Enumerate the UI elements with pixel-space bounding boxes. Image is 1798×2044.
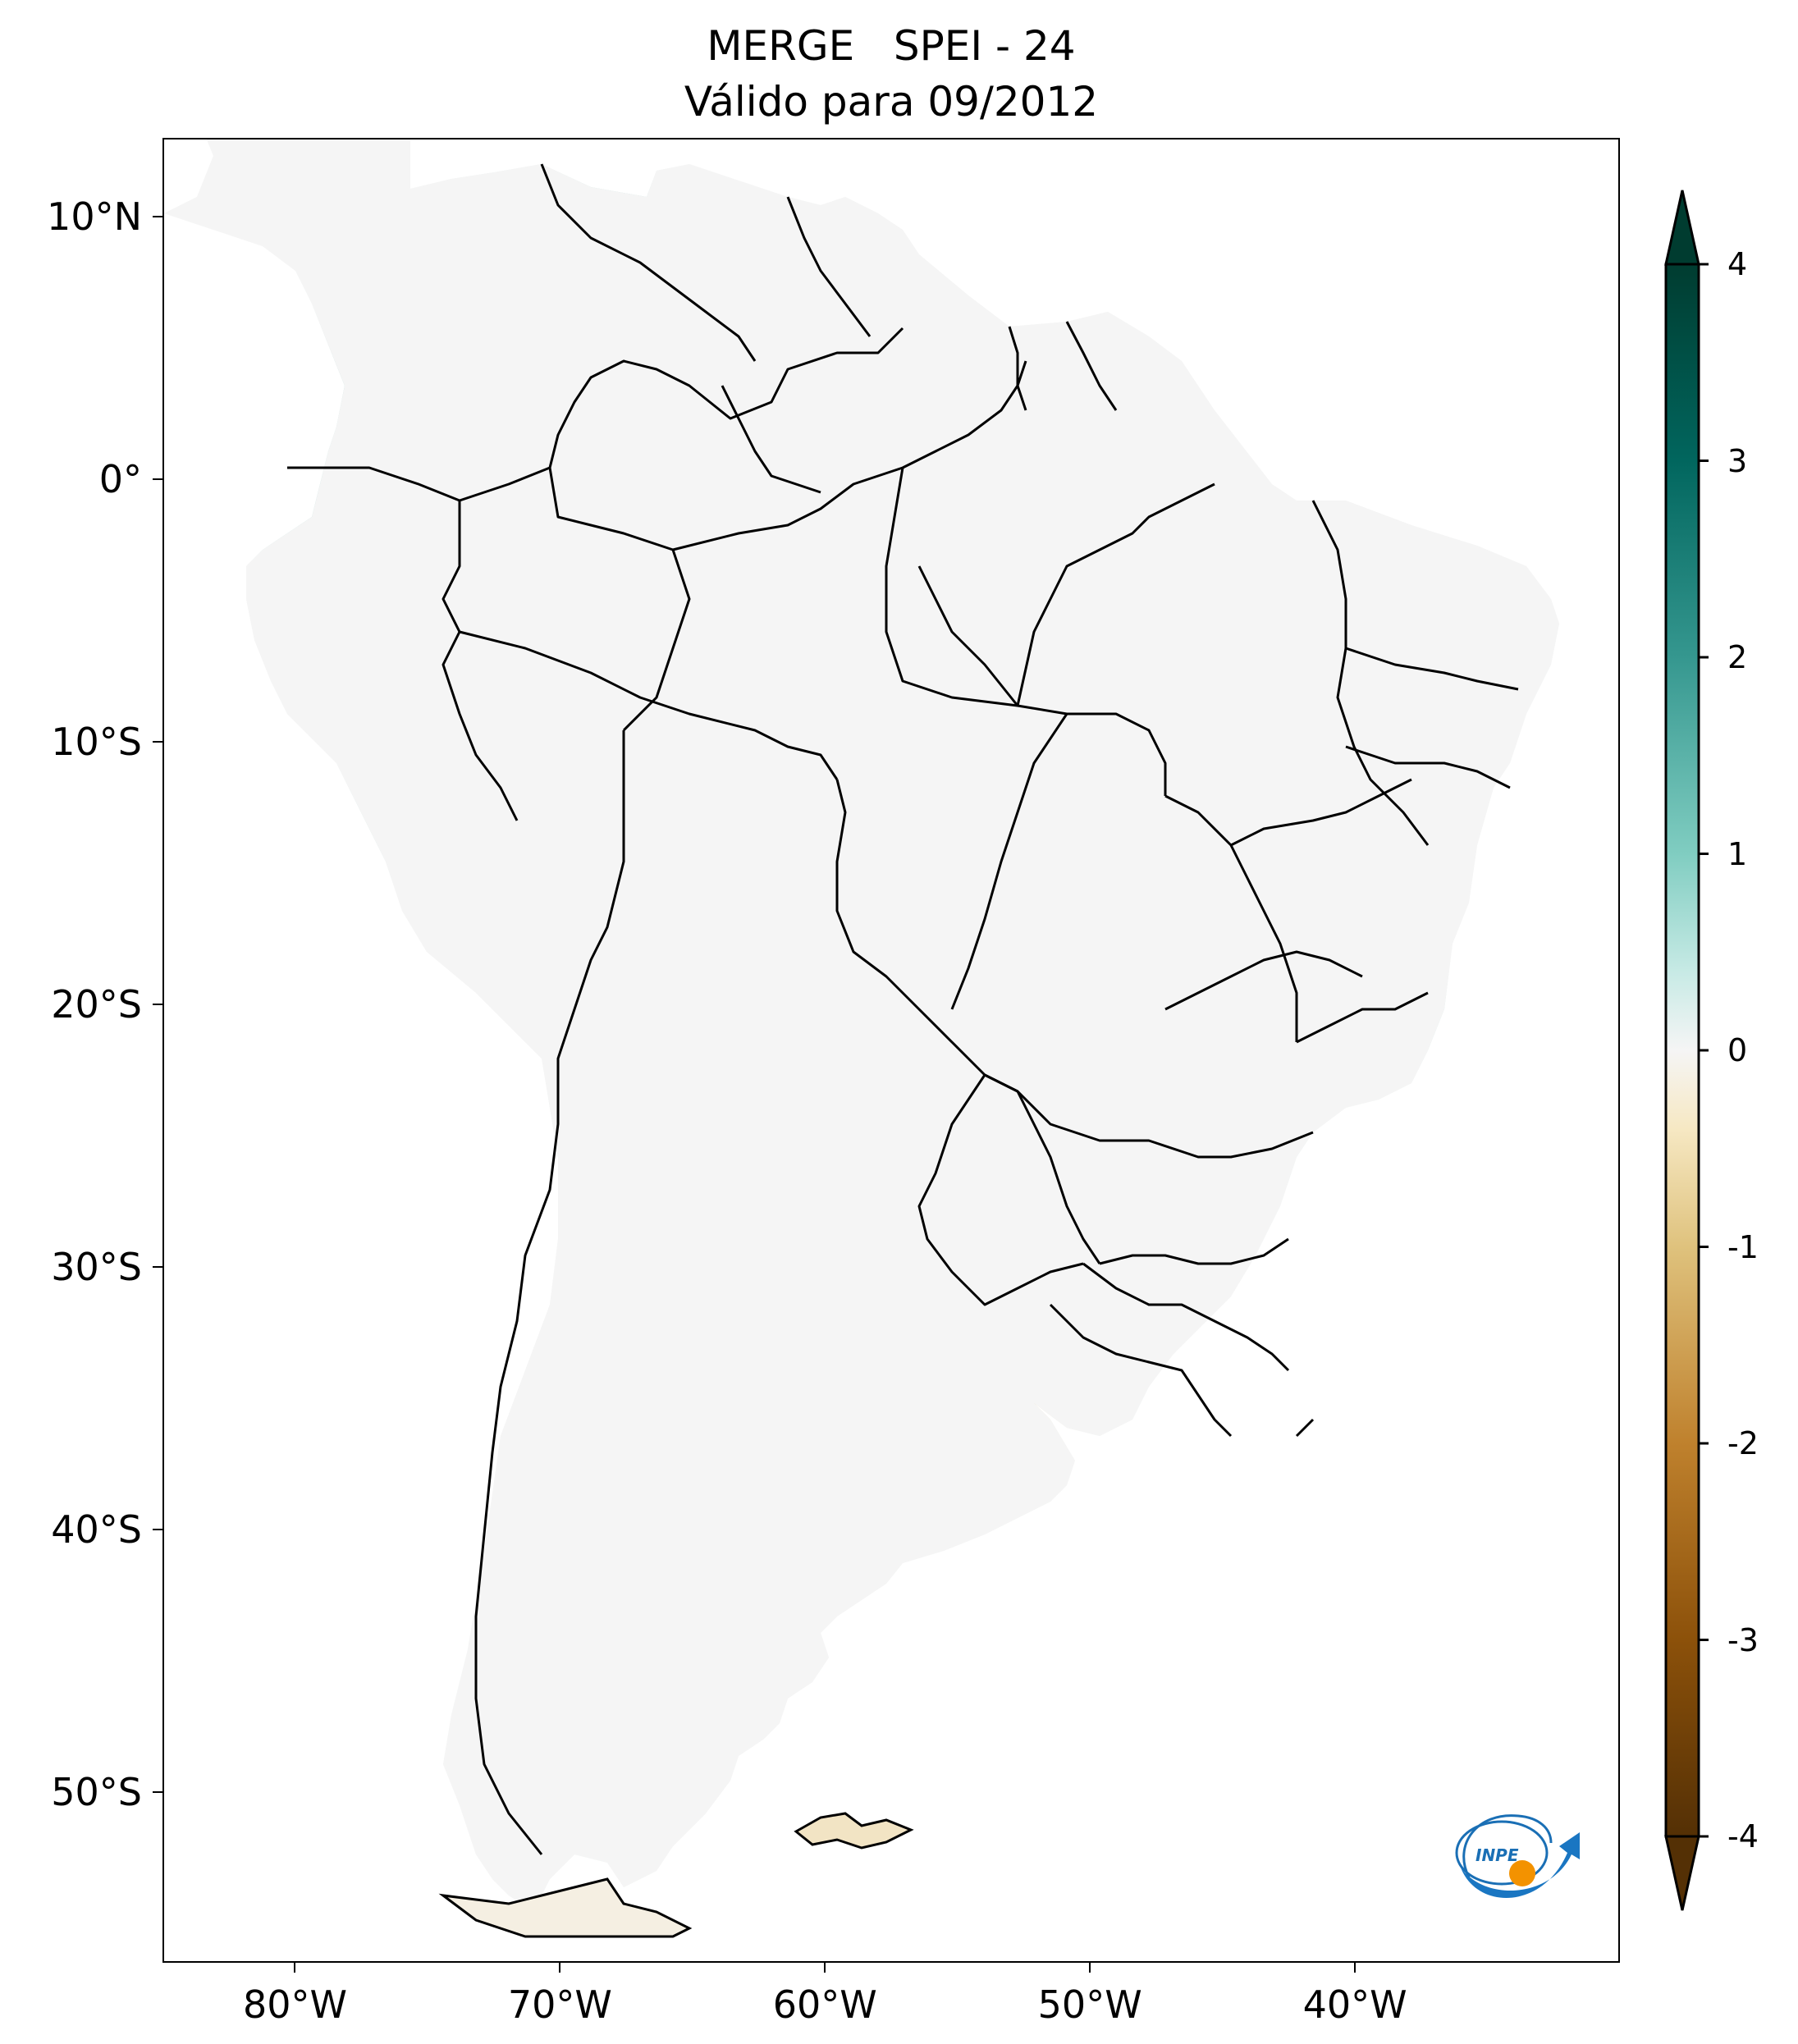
longitude-label: 70°W <box>507 1982 612 2027</box>
latitude-tick <box>153 216 162 217</box>
latitude-tick <box>153 478 162 480</box>
longitude-label: 50°W <box>1037 1982 1142 2027</box>
spei-map <box>164 139 1561 1938</box>
colorbar-tick-label: 2 <box>1727 639 1748 675</box>
inpe-logo-icon: INPE <box>1455 1814 1580 1898</box>
colorbar-tick-label: -1 <box>1727 1228 1759 1265</box>
latitude-tick <box>153 1266 162 1268</box>
colorbar-tick-label: -2 <box>1727 1425 1759 1461</box>
longitude-label: 40°W <box>1302 1982 1407 2027</box>
latitude-label: 50°S <box>51 1770 142 1814</box>
colorbar-tick-label: 0 <box>1727 1032 1748 1068</box>
inpe-logo-text: INPE <box>1475 1845 1519 1865</box>
latitude-label: 20°S <box>51 982 142 1027</box>
longitude-tick <box>824 1963 826 1973</box>
colorbar-top-extend <box>1664 190 1700 266</box>
latitude-tick <box>153 741 162 743</box>
longitude-tick <box>1354 1963 1357 1973</box>
latitude-tick <box>153 1529 162 1530</box>
map-subtitle: Válido para 09/2012 <box>684 78 1099 126</box>
political-borders <box>287 163 1519 1855</box>
latitude-tick <box>153 1791 162 1793</box>
latitude-label: 10°N <box>47 194 142 239</box>
longitude-tick <box>559 1963 561 1973</box>
latitude-label: 30°S <box>51 1245 142 1289</box>
colorbar-tick-label: 1 <box>1727 835 1748 872</box>
longitude-label: 80°W <box>242 1982 347 2027</box>
colorbar <box>1664 190 1709 1911</box>
colorbar-tick-label: -3 <box>1727 1621 1759 1658</box>
colorbar-tick-label: 4 <box>1727 246 1748 282</box>
colorbar-body <box>1664 263 1700 1838</box>
longitude-tick <box>1089 1963 1091 1973</box>
colorbar-ticks <box>1699 263 1709 1838</box>
longitude-label: 60°W <box>772 1982 877 2027</box>
colorbar-tick-label: -4 <box>1727 1818 1759 1854</box>
map-panel <box>162 138 1620 1963</box>
latitude-label: 10°S <box>51 720 142 764</box>
colorbar-bottom-extend <box>1664 1835 1700 1911</box>
tierra-del-fuego <box>438 1877 693 1938</box>
latitude-label: 0° <box>98 457 142 501</box>
falkland-islands <box>794 1812 914 1850</box>
colorbar-tick-label: 3 <box>1727 442 1748 479</box>
map-title: MERGE SPEI - 24 <box>707 22 1076 70</box>
latitude-label: 40°S <box>51 1507 142 1552</box>
longitude-tick <box>294 1963 296 1973</box>
latitude-tick <box>153 1004 162 1005</box>
